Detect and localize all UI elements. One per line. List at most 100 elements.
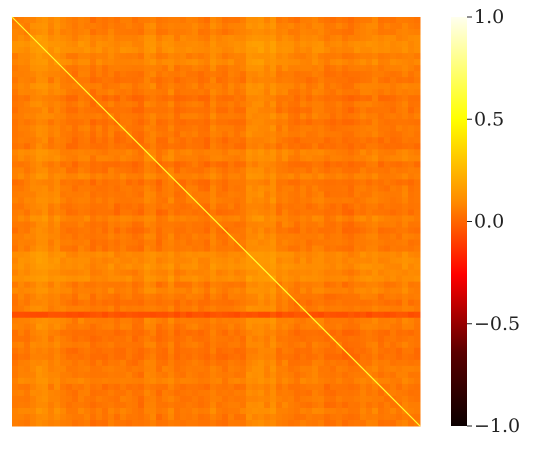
heatmap-cell [102, 269, 109, 277]
heatmap-cell [402, 41, 409, 48]
heatmap-cell [198, 149, 205, 156]
heatmap-cell [210, 275, 217, 283]
heatmap-cell [216, 353, 223, 361]
heatmap-cell [156, 65, 163, 72]
heatmap-cell [96, 275, 103, 283]
heatmap-cell [150, 359, 157, 367]
heatmap-cell [42, 197, 49, 204]
heatmap-cell [168, 365, 175, 373]
heatmap-cell [396, 419, 403, 427]
heatmap-cell [360, 167, 367, 174]
heatmap-cell [150, 107, 157, 114]
heatmap-cell [24, 263, 31, 271]
heatmap-cell [174, 107, 181, 114]
heatmap-cell [102, 305, 109, 313]
heatmap-cell [240, 275, 247, 283]
heatmap-cell [210, 125, 217, 132]
heatmap-cell [270, 137, 277, 144]
heatmap-cell [60, 185, 67, 192]
heatmap-cell [78, 329, 85, 337]
heatmap-cell [48, 407, 55, 415]
heatmap-cell [48, 17, 55, 24]
heatmap-cell [336, 317, 343, 325]
heatmap-cell [324, 275, 331, 283]
heatmap-cell [54, 407, 61, 415]
heatmap-cell [354, 377, 361, 385]
heatmap-cell [396, 311, 403, 319]
heatmap-cell [84, 323, 91, 331]
heatmap-cell [150, 149, 157, 156]
heatmap-cell [222, 233, 229, 241]
heatmap-cell [78, 95, 85, 102]
heatmap-cell [258, 227, 265, 235]
heatmap-cell [60, 191, 67, 198]
heatmap-cell [36, 263, 43, 271]
heatmap-cell [378, 161, 385, 168]
heatmap-cell [126, 275, 133, 283]
heatmap-cell [366, 323, 373, 331]
heatmap-cell [282, 185, 289, 192]
heatmap-cell [66, 95, 73, 102]
heatmap-cell [156, 251, 163, 259]
heatmap-cell [60, 161, 67, 168]
heatmap-cell [12, 317, 19, 325]
heatmap-cell [78, 191, 85, 198]
heatmap-cell [372, 83, 379, 90]
heatmap-cell [222, 383, 229, 391]
heatmap-cell [378, 251, 385, 259]
heatmap-cell [180, 317, 187, 325]
heatmap-cell [192, 383, 199, 391]
heatmap-cell [414, 293, 421, 301]
heatmap-cell [96, 203, 103, 210]
heatmap-cell [24, 197, 31, 204]
heatmap-cell [402, 191, 409, 198]
heatmap-cell [366, 239, 373, 247]
heatmap-cell [312, 359, 319, 367]
heatmap-cell [324, 17, 331, 24]
heatmap-cell [240, 395, 247, 403]
heatmap-cell [108, 209, 115, 216]
heatmap-cell [18, 305, 25, 313]
heatmap-cell [30, 143, 37, 150]
heatmap-cell [378, 389, 385, 397]
heatmap-cell [390, 317, 397, 325]
heatmap-cell [42, 365, 49, 373]
heatmap-cell [156, 335, 163, 343]
heatmap-cell [288, 209, 295, 216]
heatmap-cell [84, 317, 91, 325]
heatmap-cell [378, 215, 385, 222]
heatmap-cell [258, 293, 265, 301]
heatmap-cell [342, 353, 349, 361]
heatmap-cell [54, 239, 61, 247]
heatmap-cell [192, 167, 199, 174]
heatmap-cell [294, 305, 301, 313]
heatmap-cell [228, 323, 235, 331]
heatmap-cell [78, 311, 85, 319]
heatmap-cell [174, 41, 181, 48]
heatmap-cell [18, 293, 25, 301]
heatmap-cell [378, 167, 385, 174]
heatmap-cell [240, 293, 247, 301]
heatmap-cell [222, 395, 229, 403]
heatmap-cell [60, 71, 67, 78]
heatmap-cell [180, 161, 187, 168]
heatmap-cell [210, 383, 217, 391]
heatmap-cell [12, 77, 19, 84]
heatmap-cell [288, 371, 295, 379]
heatmap-cell [318, 29, 325, 36]
heatmap-cell [198, 191, 205, 198]
heatmap-cell [216, 359, 223, 367]
heatmap-cell [360, 89, 367, 96]
heatmap-cell [252, 365, 259, 373]
heatmap-cell [54, 227, 61, 235]
heatmap-cell [192, 401, 199, 409]
heatmap-cell [96, 377, 103, 385]
heatmap-cell [132, 143, 139, 150]
heatmap-cell [246, 215, 253, 222]
heatmap-cell [156, 311, 163, 319]
heatmap-cell [180, 239, 187, 247]
heatmap-cell [282, 383, 289, 391]
heatmap-cell [30, 257, 37, 265]
heatmap-cell [192, 35, 199, 42]
heatmap-cell [96, 221, 103, 229]
